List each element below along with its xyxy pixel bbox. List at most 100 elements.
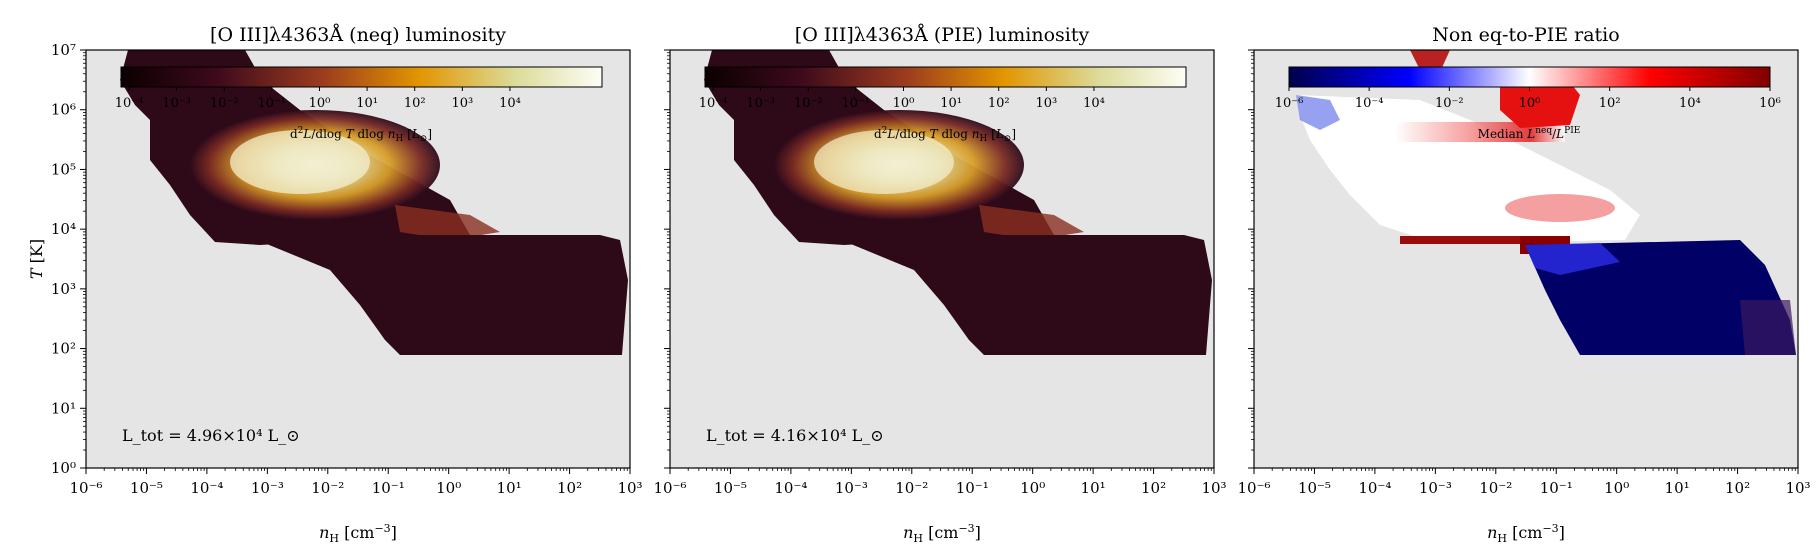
y-axis <box>1248 49 1254 469</box>
ltot-annotation: L_tot = 4.16×10⁴ L_⊙ <box>706 426 884 445</box>
x-tick-label: 10² <box>1725 479 1750 497</box>
x-tick-label: 10³ <box>1785 479 1810 497</box>
colorbar: 10⁻⁴ 10⁻³ 10⁻² 10⁻¹ 10⁰ 10¹ 10² 10³ 10⁴ d2L/dlog… <box>699 66 1187 144</box>
y-tick-label: 10⁴ <box>51 220 76 238</box>
x-tick-label: 10⁻⁶ <box>653 479 686 497</box>
y-tick-label: 10⁰ <box>51 459 76 477</box>
heatmap-hot-region <box>704 50 1084 245</box>
x-tick-label: 10⁰ <box>1604 479 1629 497</box>
panel-ratio: 10⁻⁶ 10⁻⁵ 10⁻⁴ 10⁻³ 10⁻² 10⁻¹ 10⁰ 10¹ 10² 10³ Non… <box>1237 24 1810 545</box>
x-tick-label: 10⁻⁵ <box>714 479 747 497</box>
x-tick-label: 10⁻⁵ <box>130 479 163 497</box>
colorbar-tick-label: 10⁻² <box>1435 96 1464 111</box>
colorbar-tick-label: 10⁻⁶ <box>1275 96 1304 111</box>
colorbar-tick-label: 10⁴ <box>1083 96 1105 111</box>
x-axis-label: nH [cm−3] <box>903 522 981 545</box>
colorbar-tick-label: 10⁴ <box>1679 96 1701 111</box>
x-axis-label: nH [cm−3] <box>1487 522 1565 545</box>
panel-pie: L_tot = 4.16×10⁴ L_⊙ 10⁻⁶ 10⁻⁵ 10⁻⁴ 10⁻³ 10⁻… <box>653 24 1226 545</box>
x-tick-label: 10⁻² <box>1479 479 1512 497</box>
colorbar-tick-label: 10⁶ <box>1759 96 1781 111</box>
x-tick-label: 10¹ <box>1081 479 1106 497</box>
blue-cold-region <box>1525 240 1796 355</box>
colorbar-ticks: 10⁻⁶ 10⁻⁴ 10⁻² 10⁰ 10² 10⁴ 10⁶ <box>1275 87 1781 111</box>
heatmap-hot-region <box>120 50 500 245</box>
x-tick-label: 10⁻¹ <box>372 479 405 497</box>
x-tick-label: 10⁻³ <box>1419 479 1452 497</box>
y-tick-label: 10⁵ <box>51 160 76 178</box>
x-tick-label: 10² <box>1141 479 1166 497</box>
ltot-annotation: L_tot = 4.96×10⁴ L_⊙ <box>122 426 300 445</box>
x-tick-label: 10⁻⁴ <box>190 479 223 497</box>
heatmap-cold-region <box>245 235 628 355</box>
y-tick-label: 10⁷ <box>51 41 76 59</box>
colorbar-tick-label: 10⁻² <box>210 96 239 111</box>
heatmap-cold-region <box>829 235 1212 355</box>
y-axis-label: T [K] <box>27 239 46 279</box>
colorbar-tick-label: 10⁻² <box>794 96 823 111</box>
panel-neq: L_tot = 4.96×10⁴ L_⊙ 10⁻⁶ 10⁻⁵ 10⁻⁴ 10⁻³ 10⁻… <box>27 24 643 545</box>
colorbar-tick-label: 10⁻⁴ <box>115 96 144 111</box>
colorbar-label: Median Lneq/LPIE <box>1478 126 1581 141</box>
plot-frame <box>1253 49 1799 469</box>
y-tick-label: 10³ <box>51 280 76 298</box>
colorbar-tick-label: 10⁴ <box>499 96 521 111</box>
chart-title: [O III]λ4363Å (neq) luminosity <box>210 24 506 46</box>
colorbar-tick-label: 10² <box>988 96 1010 111</box>
chart-title: Non eq-to-PIE ratio <box>1432 24 1619 46</box>
x-tick-label: 10¹ <box>497 479 522 497</box>
x-tick-label: 10⁻² <box>895 479 928 497</box>
x-tick-label: 10⁰ <box>1020 479 1045 497</box>
x-tick-label: 10¹ <box>1665 479 1690 497</box>
y-axis <box>664 49 670 469</box>
colorbar-tick-label: 10⁻¹ <box>258 96 287 111</box>
x-tick-label: 10³ <box>1201 479 1226 497</box>
plot-frame <box>669 49 1215 469</box>
red-strip-1e4K <box>1400 236 1570 244</box>
y-tick-label: 10⁶ <box>51 101 76 119</box>
colorbar-bar <box>120 66 603 88</box>
colorbar-ticks: 10⁻⁴ 10⁻³ 10⁻² 10⁻¹ 10⁰ 10¹ 10² 10³ 10⁴ <box>699 87 1105 111</box>
x-axis: 10⁻⁶ 10⁻⁵ 10⁻⁴ 10⁻³ 10⁻² 10⁻¹ 10⁰ 10¹ 10² 10³ <box>653 468 1227 497</box>
colorbar-ticks: 10⁻⁴ 10⁻³ 10⁻² 10⁻¹ 10⁰ 10¹ 10² 10³ 10⁴ <box>115 87 521 111</box>
x-tick-label: 10⁻¹ <box>956 479 989 497</box>
colorbar-tick-label: 10⁻⁴ <box>1355 96 1384 111</box>
x-tick-label: 10⁻⁴ <box>1358 479 1391 497</box>
x-tick-label: 10⁰ <box>436 479 461 497</box>
colorbar: 10⁻⁶ 10⁻⁴ 10⁻² 10⁰ 10² 10⁴ 10⁶ Median Lneq/LPI… <box>1275 66 1781 141</box>
colorbar-bar <box>704 66 1187 88</box>
x-tick-label: 10⁻³ <box>251 479 284 497</box>
x-tick-label: 10⁻³ <box>835 479 868 497</box>
x-axis-label: nH [cm−3] <box>319 522 397 545</box>
y-tick-label: 10² <box>51 340 76 358</box>
plot-frame <box>85 49 631 469</box>
colorbar-tick-label: 10⁰ <box>1519 96 1541 111</box>
x-tick-label: 10⁻⁵ <box>1298 479 1331 497</box>
x-tick-label: 10⁻¹ <box>1540 479 1573 497</box>
chart-title: [O III]λ4363Å (PIE) luminosity <box>795 24 1090 46</box>
x-tick-label: 10⁻⁶ <box>69 479 102 497</box>
colorbar-tick-label: 10¹ <box>940 96 962 111</box>
colorbar-tick-label: 10⁻³ <box>162 96 191 111</box>
colorbar-tick-label: 10² <box>404 96 426 111</box>
colorbar-tick-label: 10³ <box>1035 96 1057 111</box>
y-axis: 10⁰ 10¹ 10² 10³ 10⁴ 10⁵ 10⁶ 10⁷ <box>51 41 86 477</box>
colorbar-bar <box>1288 66 1771 88</box>
colorbar-tick-label: 10⁻³ <box>746 96 775 111</box>
x-tick-label: 10³ <box>617 479 642 497</box>
x-tick-label: 10⁻⁴ <box>774 479 807 497</box>
colorbar-tick-label: 10¹ <box>356 96 378 111</box>
x-axis: 10⁻⁶ 10⁻⁵ 10⁻⁴ 10⁻³ 10⁻² 10⁻¹ 10⁰ 10¹ 10² 10³ <box>1237 468 1811 497</box>
colorbar-tick-label: 10⁰ <box>893 96 915 111</box>
x-tick-label: 10² <box>557 479 582 497</box>
y-tick-label: 10¹ <box>51 399 76 417</box>
colorbar-tick-label: 10⁻⁴ <box>699 96 728 111</box>
colorbar-tick-label: 10⁰ <box>309 96 331 111</box>
colorbar-tick-label: 10² <box>1599 96 1621 111</box>
x-tick-label: 10⁻² <box>311 479 344 497</box>
x-axis: 10⁻⁶ 10⁻⁵ 10⁻⁴ 10⁻³ 10⁻² 10⁻¹ 10⁰ 10¹ 10² 10³ <box>69 468 643 497</box>
colorbar-tick-label: 10³ <box>451 96 473 111</box>
x-tick-label: 10⁻⁶ <box>1237 479 1270 497</box>
colorbar-tick-label: 10⁻¹ <box>842 96 871 111</box>
